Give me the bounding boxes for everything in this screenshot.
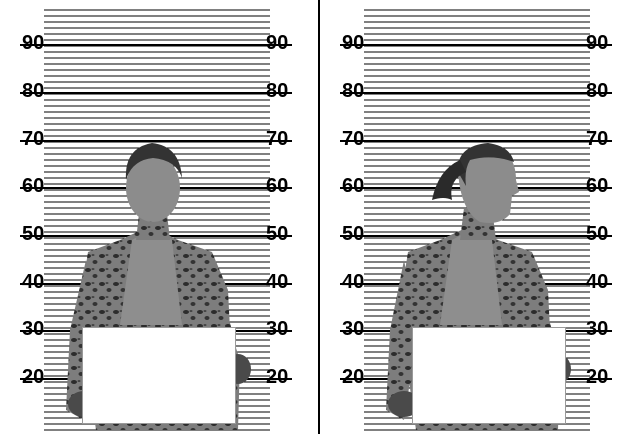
- scale-label-right: 40: [586, 271, 609, 293]
- scale-label-right: 80: [586, 80, 609, 102]
- scale-label-right: 70: [266, 128, 289, 150]
- scale-label-right: 20: [266, 366, 289, 388]
- scale-label-left: 80: [22, 80, 45, 102]
- scale-label-left: 70: [342, 128, 365, 150]
- scale-label-left: 50: [22, 223, 45, 245]
- scale-label-left: 50: [342, 223, 365, 245]
- scale-label-right: 60: [266, 175, 289, 197]
- scale-label-left: 80: [342, 80, 365, 102]
- scale-label-right: 90: [586, 32, 609, 54]
- scale-label-left: 30: [342, 318, 365, 340]
- scale-label-right: 90: [266, 32, 289, 54]
- scale-label-right: 30: [586, 318, 609, 340]
- scale-label-left: 30: [22, 318, 45, 340]
- scale-label-left: 70: [22, 128, 45, 150]
- scale-label-left: 40: [342, 271, 365, 293]
- scale-label-left: 90: [22, 32, 45, 54]
- panel-divider: [318, 0, 320, 434]
- scale-label-right: 60: [586, 175, 609, 197]
- scale-label-right: 80: [266, 80, 289, 102]
- scale-label-left: 40: [22, 271, 45, 293]
- scale-label-right: 30: [266, 318, 289, 340]
- scale-label-left: 20: [22, 366, 45, 388]
- placard-profile: [412, 327, 566, 424]
- scale-label-right: 40: [266, 271, 289, 293]
- mugshot-front-panel: 90 90 80 80 70 70 60 60 50 50 40 40 30 30 20 20: [0, 0, 318, 434]
- scale-label-right: 20: [586, 366, 609, 388]
- scale-label-right: 50: [266, 223, 289, 245]
- scale-label-left: 90: [342, 32, 365, 54]
- scale-label-left: 60: [342, 175, 365, 197]
- scale-label-left: 60: [22, 175, 45, 197]
- placard-front: [82, 327, 236, 424]
- scale-label-right: 70: [586, 128, 609, 150]
- mugshot-profile-panel: 90 90 80 80 70 70 60 60 50 50 40 40 30 30 20 20: [320, 0, 637, 434]
- scale-label-right: 50: [586, 223, 609, 245]
- scale-label-left: 20: [342, 366, 365, 388]
